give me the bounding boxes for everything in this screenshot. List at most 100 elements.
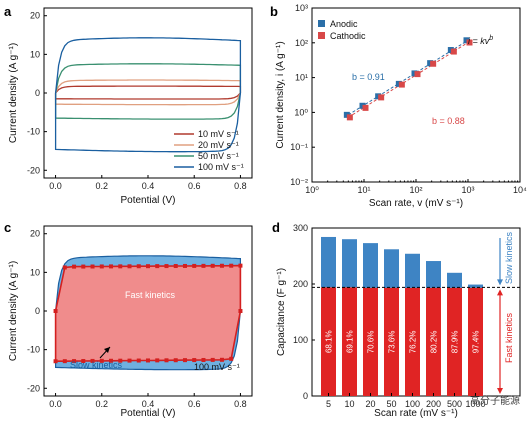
panel-d-percent-label: 80.2% bbox=[430, 331, 439, 354]
panel-a-xtick-label: 0.6 bbox=[188, 181, 201, 191]
panel-label-d: d bbox=[272, 220, 280, 235]
panel-d-bar-total bbox=[447, 272, 462, 288]
panel-b: 10⁰ 10¹ 10² 10³ 10⁴ 10⁻² 10⁻¹ 10⁰ 10¹ 10² 10³ Anod… bbox=[275, 3, 527, 209]
panel-c-marker bbox=[155, 358, 160, 363]
panel-a-legend-label: 10 mV s⁻¹ bbox=[198, 129, 239, 139]
watermark-text: 高分子能源 bbox=[470, 394, 520, 407]
panel-a-ytick-label: 20 bbox=[30, 11, 40, 21]
panel-d-bar-capacitive bbox=[447, 287, 462, 396]
panel-c-marker bbox=[109, 264, 114, 269]
panel-c: 0.0 0.2 0.4 0.6 0.8 -20 -10 0 10 20 Fast kinetics… bbox=[8, 225, 253, 419]
panel-c-xlabel: Potential (V) bbox=[120, 408, 175, 419]
panel-d-bar-total bbox=[342, 239, 357, 288]
panel-d: 0 100 200 300 68.1% 5 69.1% 10 70.6% 20 73.6% 50 76… bbox=[276, 223, 521, 419]
panel-b-xlabel: Scan rate, v (mV s⁻¹) bbox=[369, 198, 463, 209]
panel-c-marker bbox=[62, 359, 67, 364]
panel-d-xtick-label: 50 bbox=[386, 399, 396, 409]
panel-c-marker bbox=[192, 263, 197, 268]
panel-d-xtick-label: 5 bbox=[326, 399, 331, 409]
panel-a-xlabel: Potential (V) bbox=[120, 195, 175, 206]
panel-b-point bbox=[346, 114, 353, 121]
panel-c-marker bbox=[201, 263, 206, 268]
panel-d-bar-total bbox=[384, 249, 399, 288]
panel-a-cv-curve-0 bbox=[54, 85, 242, 100]
panel-d-fast-label: Fast kinetics bbox=[504, 312, 514, 363]
panel-d-xtick-label: 1000 bbox=[465, 399, 485, 409]
panel-c-rate-label: 100 mV s⁻¹ bbox=[194, 362, 240, 372]
panel-c-marker bbox=[229, 356, 234, 361]
panel-c-marker bbox=[53, 359, 58, 364]
panel-c-xtick-label: 0.0 bbox=[49, 399, 62, 409]
panel-label-a: a bbox=[4, 4, 12, 19]
panel-d-xlabel: Scan rate (mV s⁻¹) bbox=[374, 408, 458, 419]
panel-a-legend-label: 100 mV s⁻¹ bbox=[198, 162, 244, 172]
panel-c-slow-label: Slow kinetics bbox=[70, 360, 123, 370]
panel-d-ticks: 0 100 200 300 bbox=[293, 223, 315, 401]
panel-a-legend-label: 50 mV s⁻¹ bbox=[198, 151, 239, 161]
panel-b-equation-exp: b bbox=[489, 35, 493, 42]
panel-b-xtick-label: 10¹ bbox=[357, 185, 370, 195]
panel-a-ytick-label: -20 bbox=[27, 165, 40, 175]
panel-b-ytick-label: 10⁰ bbox=[294, 107, 308, 117]
panel-c-marker bbox=[90, 264, 95, 269]
panel-d-xtick-label: 10 bbox=[344, 399, 354, 409]
panel-d-ytick-label: 100 bbox=[293, 335, 308, 345]
panel-a-cv-curve-3 bbox=[54, 37, 242, 153]
panel-c-marker bbox=[136, 358, 141, 363]
panel-c-marker bbox=[118, 358, 123, 363]
panel-c-marker bbox=[173, 264, 178, 269]
panel-c-ytick-label: 10 bbox=[30, 267, 40, 277]
panel-b-ytick-label: 10² bbox=[295, 38, 308, 48]
panel-b-legend-swatch bbox=[318, 20, 325, 27]
panel-d-bar-capacitive bbox=[468, 287, 483, 396]
panel-d-percent-label: 69.1% bbox=[346, 330, 355, 353]
panel-a-ytick-label: 10 bbox=[30, 49, 40, 59]
panel-a-xtick-label: 0.4 bbox=[142, 181, 155, 191]
panel-b-xtick-label: 10³ bbox=[461, 185, 474, 195]
panel-b-equation-base: i = kv bbox=[468, 36, 490, 46]
panel-c-marker bbox=[164, 358, 169, 363]
panel-d-bars: 68.1% 5 69.1% 10 70.6% 20 73.6% 50 76.2% 100 80.2%… bbox=[312, 236, 520, 409]
panel-c-marker bbox=[81, 359, 86, 364]
panel-b-legend-label: Cathodic bbox=[330, 31, 366, 41]
panel-c-capacitive-area bbox=[54, 264, 242, 362]
panel-d-percent-label: 76.2% bbox=[409, 331, 418, 354]
panel-c-marker bbox=[173, 358, 178, 363]
panel-b-fit-anodic: b = 0.91 bbox=[352, 72, 385, 82]
panel-c-marker bbox=[99, 264, 104, 269]
panel-c-marker bbox=[127, 358, 132, 363]
panel-d-xtick-label: 500 bbox=[447, 399, 462, 409]
panel-b-xtick-label: 10⁰ bbox=[305, 185, 319, 195]
panel-b-point bbox=[450, 48, 457, 55]
panel-a-xtick-label: 0.2 bbox=[96, 181, 109, 191]
panel-a-legend-label: 20 mV s⁻¹ bbox=[198, 140, 239, 150]
panel-d-slow-label: Slow kinetics bbox=[504, 231, 514, 284]
panel-d-bar-total bbox=[468, 284, 483, 288]
panel-b-point bbox=[398, 81, 405, 88]
panel-c-ytick-label: -10 bbox=[27, 345, 40, 355]
panel-b-point bbox=[466, 39, 473, 46]
panel-b-point bbox=[362, 104, 369, 111]
panel-c-marker bbox=[90, 358, 95, 363]
panel-label-b: b bbox=[270, 4, 278, 19]
panel-c-marker bbox=[219, 263, 224, 268]
panel-b-ytick-label: 10⁻¹ bbox=[290, 142, 308, 152]
panel-c-marker bbox=[72, 359, 77, 364]
panel-b-ytick-label: 10⁻² bbox=[290, 177, 308, 187]
panel-a-curves bbox=[54, 37, 242, 153]
panel-c-marker bbox=[62, 265, 67, 270]
panel-d-xtick-label: 100 bbox=[405, 399, 420, 409]
panel-b-point bbox=[414, 71, 421, 78]
panel-d-slow-arrow-head bbox=[497, 279, 503, 286]
panel-d-percent-label: 68.1% bbox=[325, 330, 334, 353]
panel-c-marker bbox=[210, 263, 215, 268]
panel-d-bar-total bbox=[426, 261, 441, 288]
panel-c-marker bbox=[81, 264, 86, 269]
panel-d-ytick-label: 300 bbox=[293, 223, 308, 233]
panel-c-marker bbox=[210, 357, 215, 362]
panel-b-legend: Anodic Cathodic bbox=[318, 19, 366, 41]
panel-d-bar-capacitive bbox=[426, 287, 441, 396]
panel-c-marker bbox=[201, 357, 206, 362]
panel-c-marker bbox=[109, 358, 114, 363]
